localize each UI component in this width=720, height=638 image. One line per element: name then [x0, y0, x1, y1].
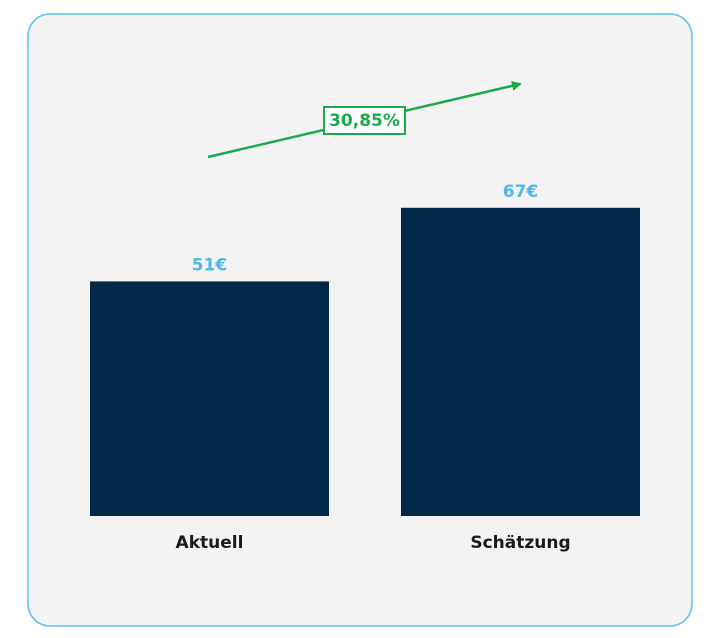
- x-tick-label: Aktuell: [176, 533, 244, 553]
- bar: [401, 207, 640, 517]
- value-label: 67€: [503, 182, 539, 202]
- x-tick-label: Schätzung: [470, 533, 570, 553]
- bar: [90, 281, 329, 516]
- value-label: 51€: [192, 255, 228, 275]
- annotation: 30,85%: [329, 111, 400, 131]
- annotation-box: [323, 106, 406, 135]
